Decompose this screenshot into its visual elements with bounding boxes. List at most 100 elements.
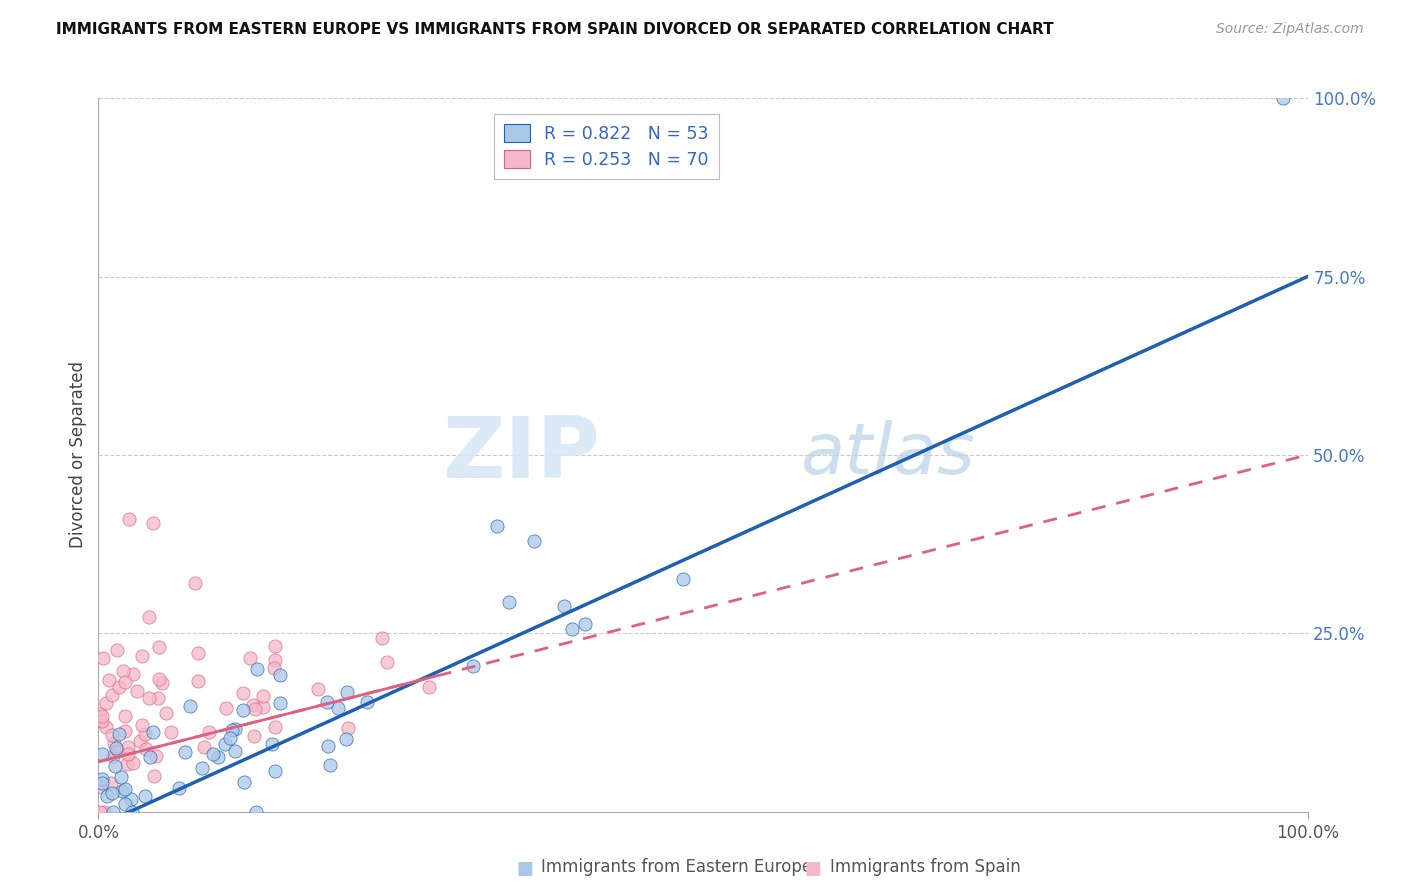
Text: Immigrants from Eastern Europe: Immigrants from Eastern Europe bbox=[541, 858, 813, 876]
Point bbox=[118, 512, 141, 526]
Point bbox=[100, 786, 122, 800]
Legend: R = 0.822   N = 53, R = 0.253   N = 70: R = 0.822 N = 53, R = 0.253 N = 70 bbox=[494, 114, 720, 179]
Point bbox=[117, 740, 139, 755]
Point bbox=[173, 745, 195, 759]
Point bbox=[252, 689, 274, 703]
Point bbox=[146, 691, 169, 706]
Point bbox=[134, 727, 156, 741]
Point bbox=[105, 642, 128, 657]
Point bbox=[561, 623, 583, 637]
Point bbox=[128, 733, 150, 747]
Point bbox=[574, 617, 596, 632]
Point bbox=[224, 722, 246, 736]
Point bbox=[96, 720, 118, 734]
Point bbox=[356, 695, 378, 709]
Point bbox=[108, 727, 131, 741]
Point bbox=[264, 720, 287, 734]
Point bbox=[111, 783, 134, 797]
Point bbox=[142, 516, 165, 530]
Point bbox=[89, 805, 111, 819]
Point bbox=[114, 781, 136, 796]
Point bbox=[215, 701, 238, 715]
Point bbox=[101, 805, 124, 819]
Point bbox=[91, 776, 114, 790]
Point bbox=[101, 688, 124, 702]
Point bbox=[198, 725, 221, 739]
Point bbox=[115, 757, 138, 772]
Point bbox=[187, 674, 209, 689]
Point bbox=[191, 761, 214, 775]
Point bbox=[125, 683, 148, 698]
Point bbox=[94, 696, 117, 710]
Point bbox=[121, 805, 143, 819]
Point bbox=[139, 749, 162, 764]
Point bbox=[89, 706, 111, 721]
Point bbox=[104, 758, 127, 772]
Point bbox=[159, 725, 181, 739]
Point bbox=[138, 610, 160, 624]
Text: ▪: ▪ bbox=[516, 853, 534, 881]
Point bbox=[121, 666, 143, 681]
Point bbox=[131, 648, 153, 663]
Point bbox=[91, 650, 114, 665]
Point bbox=[207, 750, 229, 764]
Point bbox=[307, 681, 329, 696]
Point bbox=[120, 792, 142, 806]
Point bbox=[242, 698, 264, 713]
Point bbox=[117, 747, 139, 762]
Text: Source: ZipAtlas.com: Source: ZipAtlas.com bbox=[1216, 22, 1364, 37]
Point bbox=[269, 696, 291, 710]
Point bbox=[90, 709, 112, 723]
Point bbox=[553, 599, 575, 613]
Point bbox=[316, 739, 339, 753]
Point bbox=[134, 789, 156, 804]
Point bbox=[103, 735, 125, 749]
Point bbox=[260, 737, 283, 751]
Point bbox=[264, 639, 287, 653]
Point bbox=[142, 769, 165, 783]
Point bbox=[90, 714, 112, 728]
Point bbox=[1272, 91, 1295, 105]
Point bbox=[101, 748, 124, 763]
Point bbox=[110, 770, 132, 784]
Point bbox=[98, 673, 121, 687]
Point bbox=[243, 729, 266, 743]
Point bbox=[486, 519, 509, 533]
Point bbox=[498, 595, 520, 609]
Point bbox=[263, 660, 285, 674]
Point bbox=[264, 653, 287, 667]
Point bbox=[233, 775, 256, 789]
Text: atlas: atlas bbox=[800, 420, 974, 490]
Point bbox=[245, 662, 267, 676]
Point bbox=[155, 706, 177, 721]
Point bbox=[202, 747, 225, 761]
Point bbox=[135, 742, 157, 756]
Point bbox=[326, 700, 349, 714]
Point bbox=[131, 718, 153, 732]
Point bbox=[232, 702, 254, 716]
Point bbox=[148, 640, 170, 654]
Point bbox=[93, 805, 115, 819]
Point bbox=[122, 756, 145, 770]
Text: ▪: ▪ bbox=[804, 853, 823, 881]
Point bbox=[193, 739, 215, 754]
Point bbox=[114, 674, 136, 689]
Point bbox=[100, 776, 122, 790]
Point bbox=[107, 744, 129, 758]
Point bbox=[232, 686, 254, 700]
Point bbox=[148, 672, 170, 686]
Point bbox=[184, 576, 207, 591]
Point bbox=[375, 655, 398, 669]
Text: Immigrants from Spain: Immigrants from Spain bbox=[830, 858, 1021, 876]
Text: ZIP: ZIP bbox=[443, 413, 600, 497]
Point bbox=[187, 646, 209, 660]
Point bbox=[319, 757, 342, 772]
Point bbox=[463, 659, 485, 673]
Point bbox=[335, 732, 357, 747]
Point bbox=[269, 668, 291, 682]
Point bbox=[243, 702, 266, 716]
Point bbox=[111, 664, 134, 678]
Point bbox=[264, 764, 287, 778]
Point bbox=[138, 691, 160, 706]
Point bbox=[224, 744, 246, 758]
